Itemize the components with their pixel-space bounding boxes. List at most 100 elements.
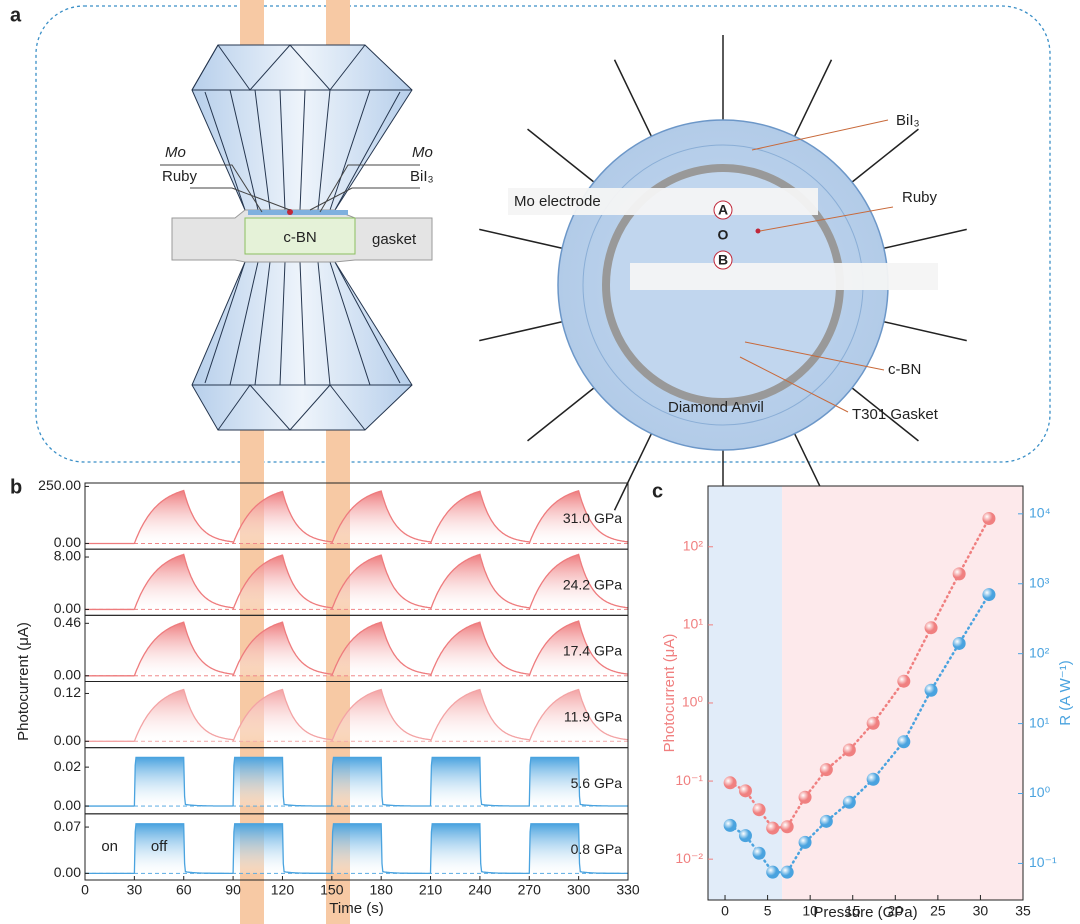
label: B [718,252,728,268]
annotation: on [101,838,118,855]
label: gasket [372,231,417,248]
point [752,803,766,817]
point [866,772,880,786]
ray [527,387,595,442]
y-tick-label: 10² [683,537,704,553]
annotation: off [151,838,168,855]
ray [883,228,967,250]
label: Mo electrode [514,193,601,210]
pulse-fill [430,689,530,742]
pulse [331,688,431,742]
pulse [331,490,431,544]
pulse [232,490,332,544]
x-tick-label: 330 [616,882,640,898]
pulse [232,823,332,875]
label: c-BN [888,361,921,378]
point [766,865,780,879]
pulse [133,621,234,677]
top-anvil [191,44,413,211]
pulse [429,490,530,544]
bottom-anvil [191,261,413,431]
ray [883,320,967,342]
label: O [718,227,729,243]
pulse [429,823,530,875]
pulse-fill [134,622,234,676]
x-tick-label: 25 [930,903,946,919]
ray [851,128,919,183]
panel-label: c [652,480,663,502]
x-tick-label: 180 [370,882,394,898]
y-tick-label: 10⁻¹ [675,772,703,788]
series-label: 0.8 GPa [571,841,623,857]
anvil-top-view [479,35,967,535]
pulse-fill [331,622,431,676]
point [897,674,911,688]
x-axis-label: Pressure (GPa) [813,904,917,921]
label: T301 Gasket [852,406,939,423]
sample-chamber [244,217,356,255]
point [897,735,911,749]
panel-label: b [10,476,22,498]
series-label: 24.2 GPa [563,576,622,592]
ray [479,228,563,250]
pulse-fill [233,622,332,676]
label: Ruby [902,189,938,206]
x-tick-label: 90 [225,882,241,898]
y-tick-label: 0.00 [54,732,81,748]
y-tick-label: 0.02 [54,758,81,774]
series-label: 31.0 GPa [563,510,622,526]
x-tick-label: 120 [271,882,295,898]
pulse-fill [430,491,530,544]
x-tick-label: 60 [176,882,192,898]
pulse [528,688,629,742]
pulse [528,756,628,807]
pulse-fill [430,554,530,610]
leader-lines [160,164,420,213]
x-tick-label: 30 [127,882,143,898]
ray [851,387,919,442]
y-axis-label: Photocurrent (μA) [15,622,32,741]
y2-axis-label: R (A W⁻¹) [1057,660,1074,725]
y2-tick-label: 10¹ [1029,714,1050,730]
electrode [248,210,348,215]
point [952,636,966,650]
row-frame [84,813,629,881]
x-tick-label: 15 [845,903,861,919]
pulse [429,688,530,742]
pulse [232,756,332,807]
y-tick-label: 0.00 [54,600,81,616]
pulse [429,553,530,610]
ray [613,59,653,137]
y2-tick-label: 10⁴ [1029,505,1051,521]
y-axis-label: Photocurrent (μA) [661,634,678,753]
point [819,763,833,777]
point [798,790,812,804]
label: BiI₃ [896,112,920,129]
label: A [718,202,728,218]
panel-a-frame [35,5,1051,463]
pulse [133,823,234,875]
y-tick-label: 0.07 [54,818,81,834]
point [738,829,752,843]
y-tick-label: 0.00 [54,797,81,813]
point [798,835,812,849]
pulse [331,756,431,807]
point [723,776,737,790]
panel-label: a [10,4,22,26]
y-tick-label: 0.00 [54,864,81,880]
label: Diamond Anvil [668,399,764,416]
x-tick-label: 270 [518,882,542,898]
pulse [133,756,234,807]
y2-tick-label: 10⁰ [1029,784,1051,800]
pulse [133,688,234,742]
series-label: 5.6 GPa [571,775,623,791]
point [952,567,966,581]
pulse-fill [430,622,530,676]
point [924,621,938,635]
y-tick-label: 10⁰ [682,694,704,710]
point [842,795,856,809]
label: c-BN [283,229,316,246]
point [780,865,794,879]
point [982,512,996,526]
